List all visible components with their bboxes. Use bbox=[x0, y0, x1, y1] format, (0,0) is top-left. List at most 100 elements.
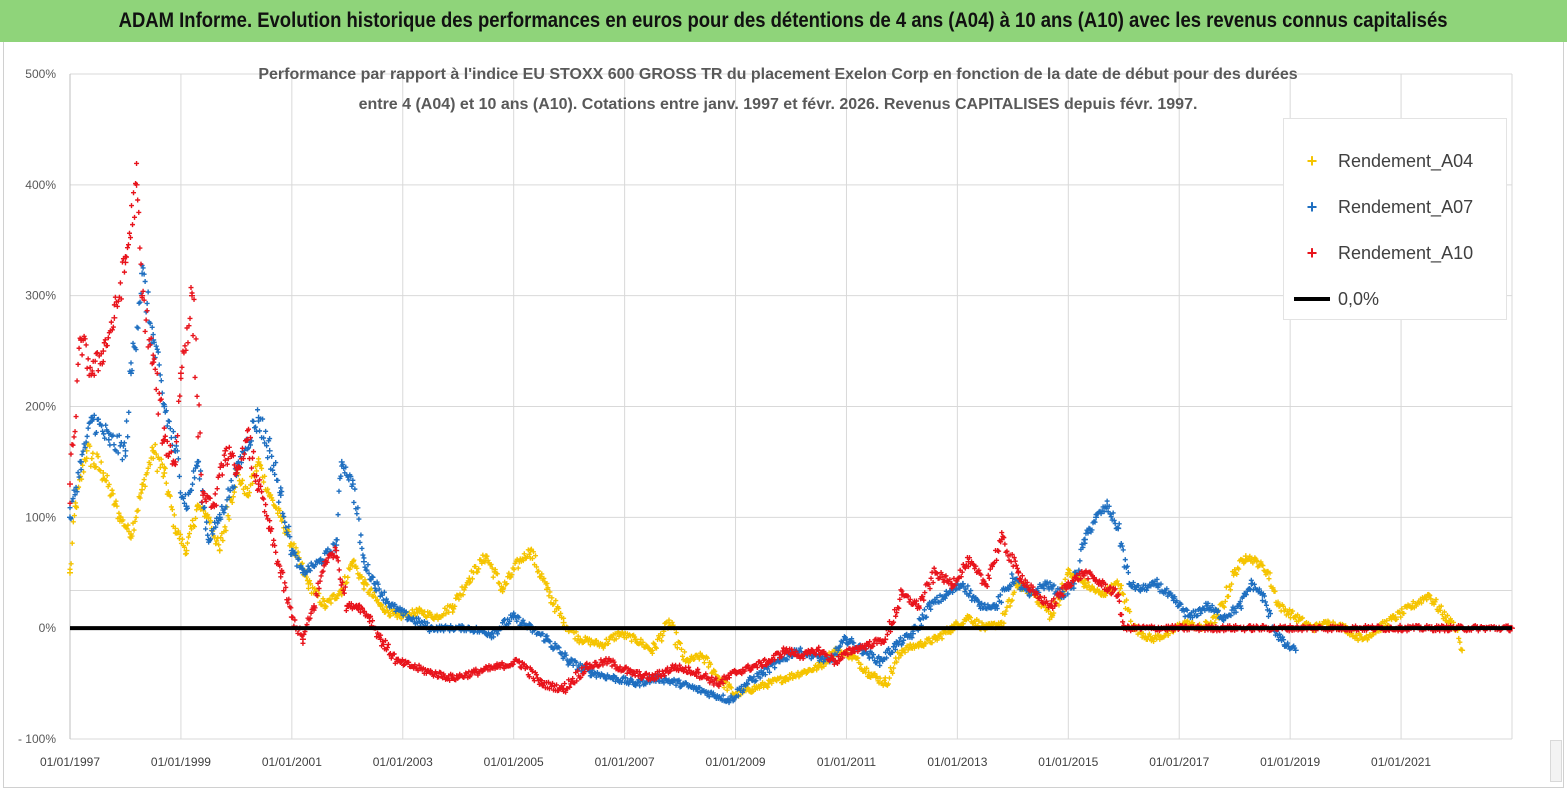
point-marker bbox=[1004, 548, 1010, 554]
point-marker bbox=[130, 340, 136, 346]
point-marker bbox=[985, 602, 991, 608]
point-marker bbox=[561, 615, 567, 621]
point-marker bbox=[677, 662, 683, 668]
data-point bbox=[177, 370, 184, 377]
point-marker bbox=[564, 657, 570, 663]
point-marker bbox=[617, 664, 623, 670]
scrollbar[interactable] bbox=[1550, 740, 1562, 782]
point-marker bbox=[1081, 537, 1087, 543]
point-marker bbox=[292, 549, 298, 555]
legend-label-zero: 0,0% bbox=[1338, 288, 1380, 309]
point-marker bbox=[253, 424, 259, 430]
legend-label-a04: Rendement_A04 bbox=[1338, 150, 1474, 171]
point-marker bbox=[672, 642, 678, 648]
point-marker bbox=[370, 618, 376, 624]
point-marker bbox=[393, 608, 399, 614]
point-marker bbox=[298, 563, 304, 569]
point-marker bbox=[149, 324, 155, 330]
point-marker bbox=[320, 596, 326, 602]
point-marker bbox=[723, 679, 729, 685]
point-marker bbox=[897, 596, 903, 602]
point-marker bbox=[165, 489, 171, 495]
legend-label-a10: Rendement_A10 bbox=[1338, 242, 1474, 263]
point-marker bbox=[1026, 593, 1032, 599]
point-marker bbox=[450, 609, 456, 615]
point-marker bbox=[443, 611, 449, 617]
point-marker bbox=[347, 566, 353, 572]
point-marker bbox=[129, 533, 135, 539]
point-marker bbox=[1270, 585, 1276, 591]
point-marker bbox=[166, 418, 172, 424]
point-marker bbox=[168, 449, 174, 455]
point-marker bbox=[1399, 606, 1405, 612]
point-marker bbox=[892, 607, 898, 613]
point-marker bbox=[1051, 596, 1057, 602]
point-marker bbox=[697, 685, 703, 691]
point-marker bbox=[1124, 597, 1130, 603]
point-marker bbox=[434, 670, 440, 676]
point-marker bbox=[629, 672, 635, 678]
point-marker bbox=[545, 585, 551, 591]
point-marker bbox=[896, 605, 902, 611]
point-marker bbox=[267, 518, 273, 524]
point-marker bbox=[142, 328, 148, 334]
point-marker bbox=[489, 565, 495, 571]
point-marker bbox=[1103, 593, 1108, 599]
point-marker bbox=[183, 347, 189, 353]
point-marker bbox=[987, 566, 993, 572]
point-marker bbox=[93, 464, 99, 470]
point-marker bbox=[573, 659, 579, 665]
point-marker bbox=[941, 579, 947, 585]
point-marker bbox=[1047, 616, 1053, 622]
point-marker bbox=[613, 636, 619, 642]
point-marker bbox=[179, 536, 185, 542]
point-marker bbox=[354, 511, 360, 517]
point-marker bbox=[149, 361, 155, 367]
point-marker bbox=[1285, 611, 1291, 617]
point-marker bbox=[687, 658, 693, 664]
point-marker bbox=[262, 440, 268, 446]
data-point bbox=[122, 447, 129, 454]
point-marker bbox=[89, 368, 95, 374]
point-marker bbox=[985, 572, 991, 578]
point-marker bbox=[89, 456, 95, 462]
point-marker bbox=[636, 669, 642, 675]
point-marker bbox=[125, 434, 131, 440]
point-marker bbox=[77, 458, 83, 464]
point-marker bbox=[907, 596, 913, 602]
legend-marker-a04: + bbox=[1306, 151, 1318, 171]
point-marker bbox=[1419, 600, 1425, 606]
point-marker bbox=[334, 595, 340, 601]
point-marker bbox=[1231, 572, 1237, 578]
point-marker bbox=[343, 608, 349, 614]
point-marker bbox=[193, 336, 199, 342]
point-marker bbox=[273, 549, 279, 555]
point-marker bbox=[288, 605, 294, 611]
point-marker bbox=[265, 455, 271, 461]
point-marker bbox=[1092, 519, 1098, 525]
point-marker bbox=[340, 462, 346, 468]
point-marker bbox=[261, 435, 267, 441]
point-marker bbox=[716, 683, 722, 689]
point-marker bbox=[488, 561, 494, 567]
point-marker bbox=[332, 545, 338, 551]
point-marker bbox=[145, 465, 151, 471]
point-marker bbox=[359, 545, 365, 551]
point-marker bbox=[1144, 636, 1150, 642]
point-marker bbox=[1104, 498, 1110, 504]
point-marker bbox=[551, 601, 557, 607]
point-marker bbox=[376, 586, 382, 592]
point-marker bbox=[1014, 565, 1020, 571]
point-marker bbox=[506, 570, 512, 576]
point-marker bbox=[934, 571, 940, 577]
point-marker bbox=[866, 655, 872, 661]
point-marker bbox=[109, 327, 115, 333]
point-marker bbox=[570, 676, 576, 682]
point-marker bbox=[1015, 568, 1021, 574]
point-marker bbox=[745, 662, 751, 668]
point-marker bbox=[379, 602, 385, 608]
data-point bbox=[161, 470, 168, 476]
point-marker bbox=[71, 434, 77, 440]
point-marker bbox=[673, 682, 679, 688]
point-marker bbox=[1099, 583, 1105, 589]
